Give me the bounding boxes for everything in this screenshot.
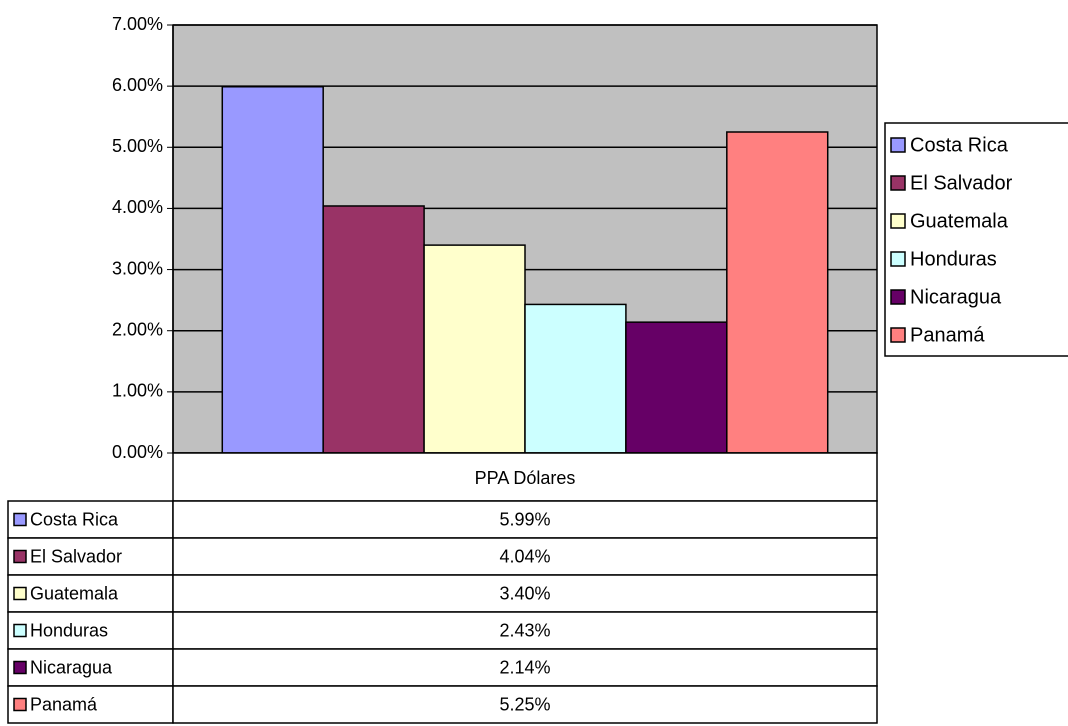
table-header bbox=[172, 452, 878, 502]
legend-label: El Salvador bbox=[910, 172, 1013, 194]
table-row bbox=[172, 574, 878, 613]
bar bbox=[221, 86, 324, 454]
legend-swatch bbox=[890, 137, 906, 153]
table-key bbox=[13, 586, 27, 601]
legend-swatch bbox=[890, 213, 906, 229]
bar bbox=[726, 131, 829, 454]
table-key bbox=[13, 697, 27, 712]
legend-swatch bbox=[890, 327, 906, 343]
legend-label: Nicaragua bbox=[910, 286, 1002, 308]
table-value: 4.04% bbox=[499, 546, 550, 566]
table-row-label bbox=[7, 500, 174, 539]
y-tick-label: 3.00% bbox=[112, 258, 163, 278]
table-key bbox=[13, 660, 27, 675]
table-row bbox=[172, 685, 878, 724]
table-row-label bbox=[7, 574, 174, 613]
table-row-label bbox=[7, 611, 174, 650]
legend-label: Guatemala bbox=[910, 210, 1009, 232]
table-row bbox=[172, 648, 878, 687]
legend-label: Costa Rica bbox=[910, 134, 1009, 156]
table-row bbox=[172, 537, 878, 576]
legend-swatch bbox=[890, 175, 906, 191]
bar bbox=[524, 303, 627, 454]
table-key bbox=[13, 512, 27, 527]
legend-swatch bbox=[890, 289, 906, 305]
y-tick-label: 5.00% bbox=[112, 136, 163, 156]
table-value: 5.99% bbox=[499, 509, 550, 529]
y-tick-label: 4.00% bbox=[112, 197, 163, 217]
bar bbox=[322, 205, 425, 454]
table-series-name: Costa Rica bbox=[30, 509, 119, 529]
table-series-name: El Salvador bbox=[30, 546, 122, 566]
table-key bbox=[13, 549, 27, 564]
table-series-name: Honduras bbox=[30, 620, 108, 640]
legend-label: Panamá bbox=[910, 324, 985, 346]
legend-label: Honduras bbox=[910, 248, 997, 270]
y-tick-label: 2.00% bbox=[112, 319, 163, 339]
y-tick-label: 6.00% bbox=[112, 75, 163, 95]
table-key bbox=[13, 623, 27, 638]
table-series-name: Nicaragua bbox=[30, 657, 113, 677]
table-value: 5.25% bbox=[499, 694, 550, 714]
bar bbox=[625, 321, 728, 454]
table-category: PPA Dólares bbox=[475, 468, 576, 488]
table-series-name: Guatemala bbox=[30, 583, 119, 603]
legend-box bbox=[884, 122, 1068, 357]
y-tick-label: 7.00% bbox=[112, 14, 163, 34]
table-row bbox=[172, 500, 878, 539]
table-row-label bbox=[7, 648, 174, 687]
legend-swatch bbox=[890, 251, 906, 267]
table-value: 3.40% bbox=[499, 583, 550, 603]
y-tick-label: 0.00% bbox=[112, 442, 163, 462]
table-series-name: Panamá bbox=[30, 694, 98, 714]
bar bbox=[423, 244, 526, 454]
table-value: 2.14% bbox=[499, 657, 550, 677]
y-tick-label: 1.00% bbox=[112, 381, 163, 401]
table-value: 2.43% bbox=[499, 620, 550, 640]
